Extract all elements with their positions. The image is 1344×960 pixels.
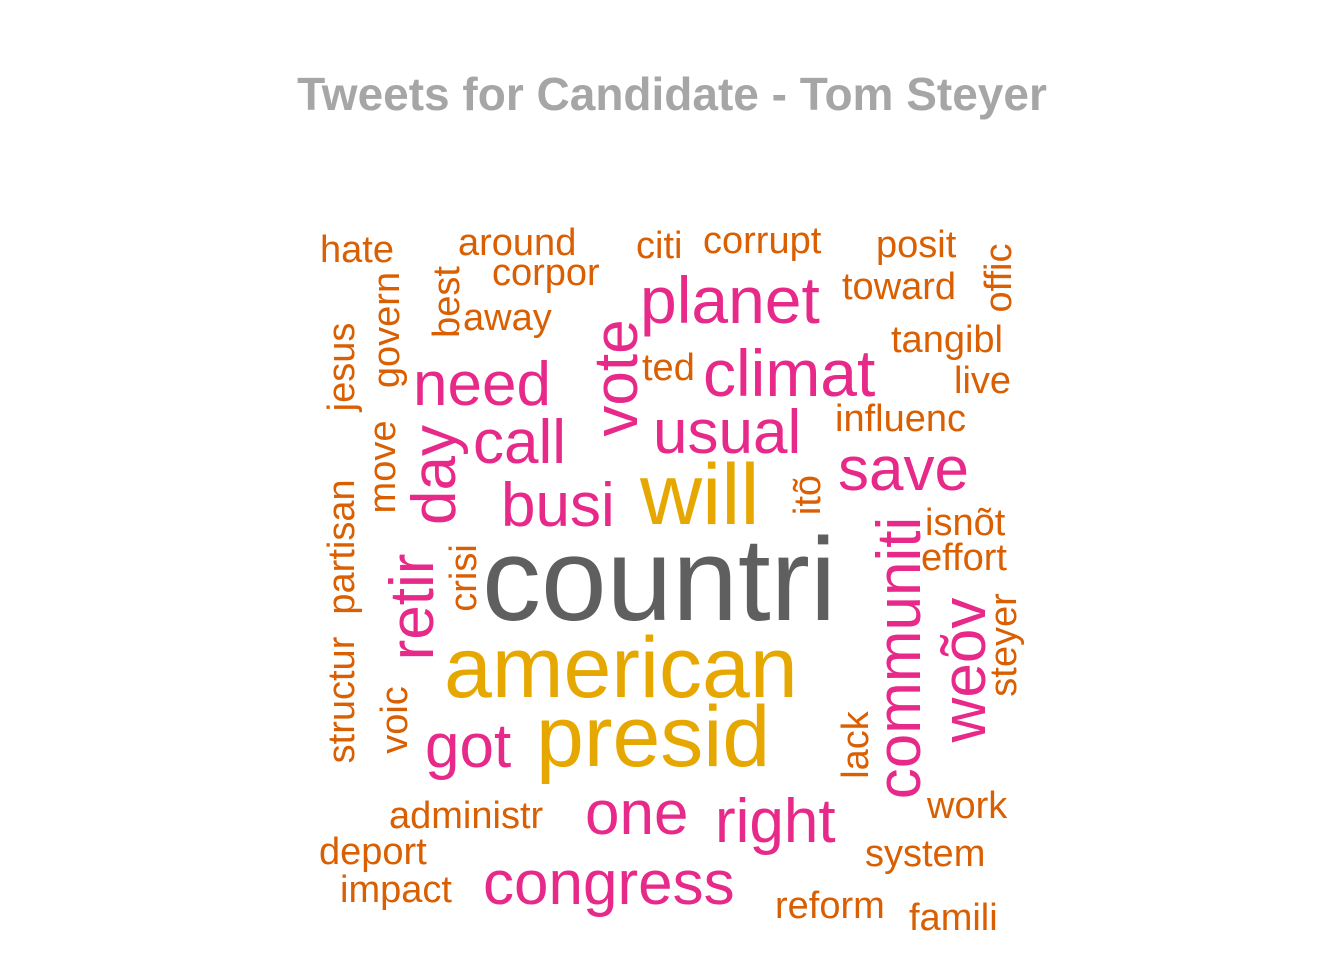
cloud-word: voic (374, 686, 416, 754)
cloud-word: administr (389, 795, 543, 837)
cloud-word: weõv (930, 598, 999, 744)
cloud-word: corpor (492, 252, 600, 294)
cloud-word: crisi (443, 544, 485, 612)
cloud-word: communiti (865, 517, 934, 800)
cloud-word: live (954, 360, 1011, 402)
cloud-word: need (413, 350, 551, 419)
cloud-word: climat (703, 336, 875, 410)
cloud-word: structur (321, 636, 363, 763)
cloud-word: effort (921, 537, 1007, 579)
cloud-word: offic (978, 243, 1020, 312)
cloud-word: impact (340, 869, 452, 911)
cloud-word: save (838, 435, 969, 504)
cloud-word: ted (642, 347, 695, 389)
cloud-word: busi (501, 471, 615, 540)
cloud-word: got (425, 712, 511, 781)
chart-title: Tweets for Candidate - Tom Steyer (297, 68, 1047, 120)
cloud-word: right (715, 787, 836, 856)
cloud-word: partisan (321, 479, 363, 614)
cloud-word: deport (319, 831, 427, 873)
cloud-word: best (426, 266, 468, 338)
cloud-word: govern (366, 272, 408, 388)
cloud-word: move (362, 421, 404, 514)
cloud-word: corrupt (703, 220, 822, 262)
cloud-word: retir (378, 554, 447, 661)
cloud-word: jesus (321, 323, 363, 413)
cloud-word: american (444, 620, 798, 716)
cloud-word: around (458, 222, 576, 264)
cloud-word: system (865, 833, 985, 875)
cloud-word: reform (775, 885, 885, 927)
cloud-word: will (639, 447, 759, 543)
cloud-word: countri (482, 514, 836, 646)
cloud-word: itõ (787, 475, 829, 515)
cloud-word: famili (909, 897, 998, 939)
cloud-word: steyer (983, 593, 1025, 697)
cloud-word: posit (876, 224, 957, 266)
cloud-word: toward (842, 266, 956, 308)
cloud-word: citi (636, 225, 682, 267)
cloud-word: usual (653, 398, 801, 467)
cloud-word: work (926, 785, 1008, 827)
cloud-word: vote (582, 319, 651, 436)
cloud-word: away (463, 297, 552, 339)
cloud-word: congress (483, 849, 735, 918)
cloud-word: hate (320, 229, 394, 271)
cloud-word: isnõt (925, 502, 1006, 544)
cloud-word: lack (835, 710, 877, 779)
cloud-word: planet (640, 263, 820, 337)
cloud-word: day (400, 425, 469, 525)
cloud-word: influenc (835, 398, 966, 440)
cloud-word: tangibl (891, 319, 1003, 361)
cloud-word: call (473, 408, 566, 477)
cloud-word: presid (536, 689, 770, 785)
cloud-word: one (585, 779, 688, 848)
